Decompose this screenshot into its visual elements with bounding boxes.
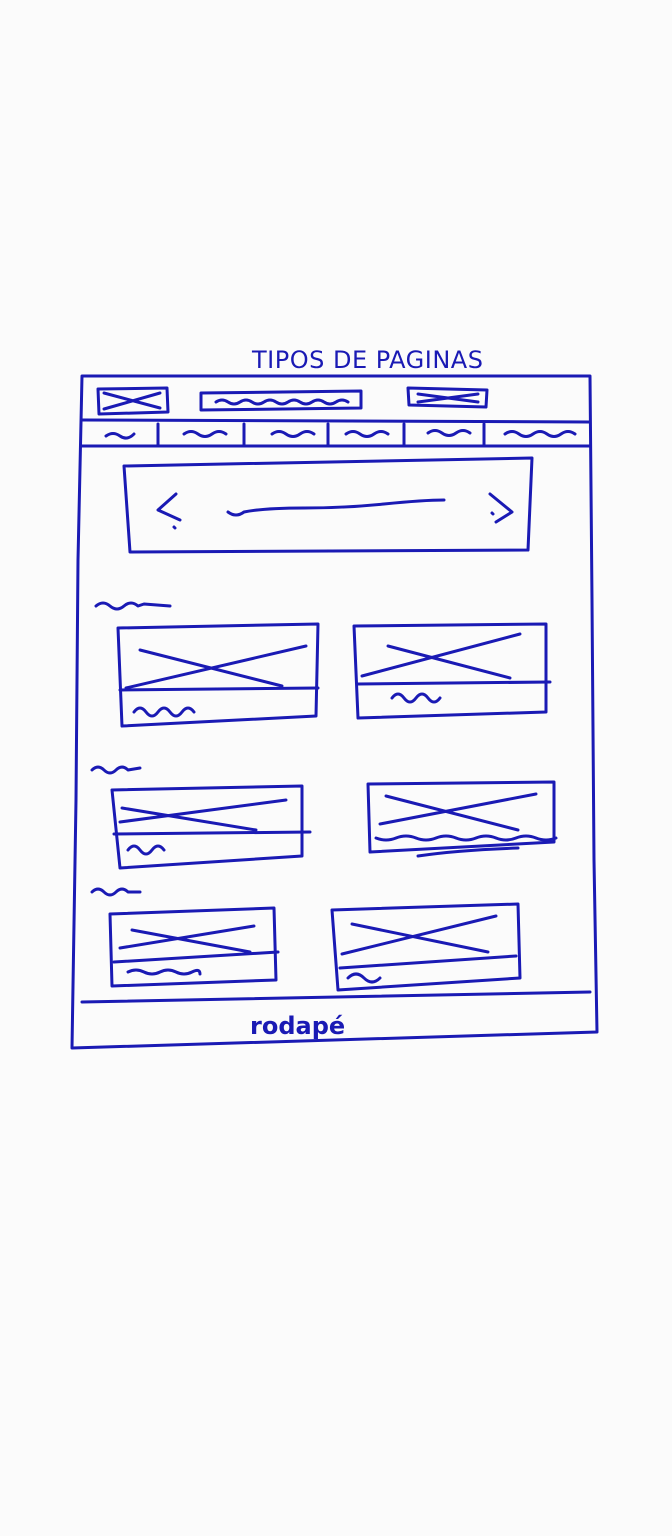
nav-tab-1[interactable] (104, 432, 136, 440)
search-field[interactable] (199, 389, 363, 412)
section-heading-2 (90, 765, 142, 775)
card-caption (346, 972, 382, 984)
chevron-left-icon[interactable] (156, 492, 182, 522)
card[interactable] (330, 902, 522, 992)
image-placeholder-icon (360, 632, 522, 680)
nav-bar (80, 422, 592, 448)
footer-label: rodapé (250, 1012, 345, 1040)
image-placeholder-icon (118, 924, 256, 954)
card-caption (126, 844, 166, 856)
image-placeholder-icon (118, 798, 288, 832)
card-caption (390, 692, 442, 704)
card[interactable] (352, 622, 552, 720)
card-caption (126, 968, 202, 976)
banner-caption (226, 498, 446, 517)
card[interactable] (366, 780, 558, 858)
nav-tab-4[interactable] (344, 430, 390, 438)
action-button[interactable] (406, 386, 489, 409)
card[interactable] (110, 784, 312, 870)
section-heading-1 (94, 601, 172, 611)
card-caption (132, 706, 196, 718)
card[interactable] (116, 622, 320, 728)
section-heading-3 (90, 887, 142, 897)
nav-tab-2[interactable] (182, 430, 228, 438)
header-bar (80, 386, 592, 424)
nav-tab-6[interactable] (503, 430, 577, 438)
banner-carousel (122, 456, 534, 554)
nav-tab-3[interactable] (270, 430, 316, 438)
nav-tab-5[interactable] (426, 429, 472, 437)
chevron-right-icon[interactable] (488, 492, 514, 524)
page-title: TIPOS DE PAGINAS (251, 346, 483, 374)
footer-divider (80, 990, 592, 1004)
image-placeholder-icon (340, 914, 498, 956)
page-frame (70, 374, 599, 1050)
logo-placeholder[interactable] (96, 386, 170, 416)
image-placeholder-icon (124, 644, 308, 690)
card[interactable] (108, 906, 280, 988)
image-placeholder-icon (378, 792, 538, 832)
card-caption (416, 846, 520, 858)
